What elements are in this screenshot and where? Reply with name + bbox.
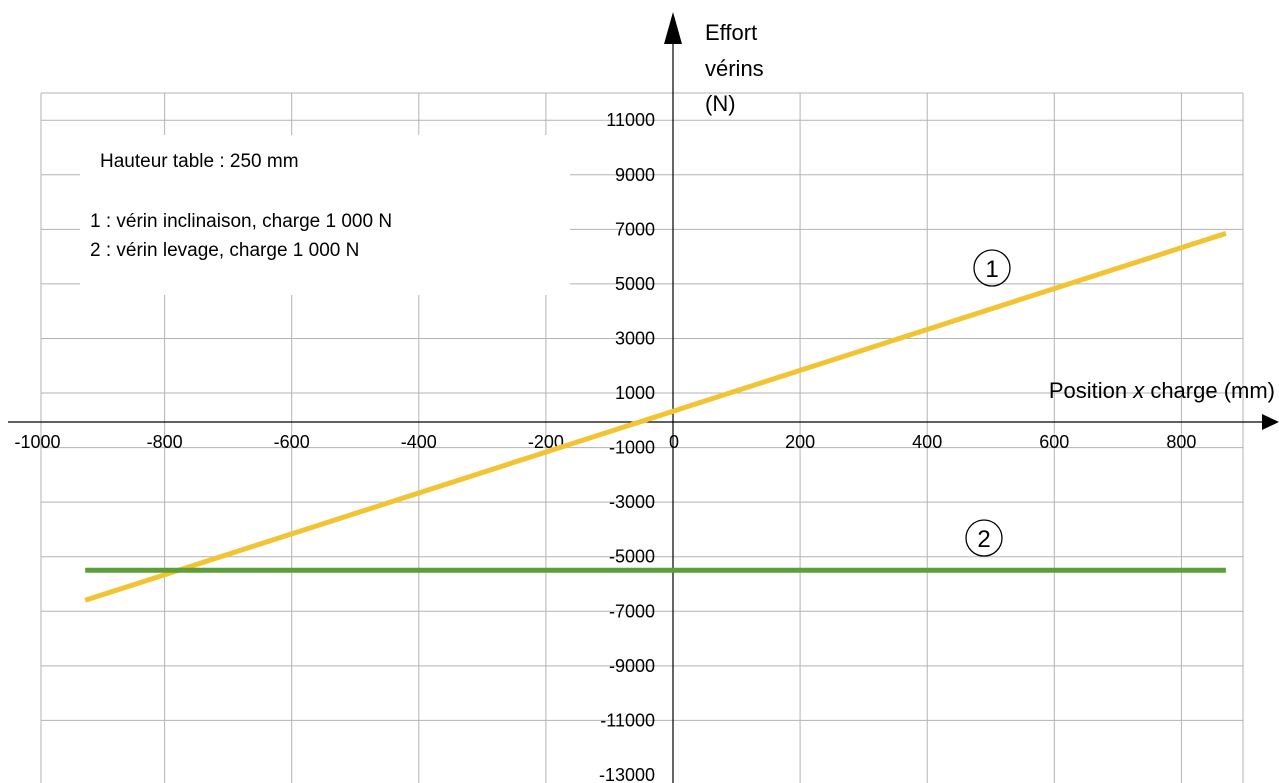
legend-background: [80, 135, 570, 295]
y-axis-label-line-3: (N): [705, 91, 736, 116]
series-marker-1: 1: [973, 249, 1011, 287]
series-line-1: [84, 231, 1227, 603]
x-tick-label: -800: [147, 432, 183, 452]
y-axis-label: Effort vérins (N): [705, 20, 764, 116]
x-axis-arrow-icon: [1262, 414, 1279, 430]
y-tick-label: 7000: [615, 219, 655, 239]
x-axis-label: Position x charge (mm): [1049, 378, 1275, 403]
y-axis-label-line-1: Effort: [705, 20, 757, 45]
legend-entry-2: 2 : vérin levage, charge 1 000 N: [90, 240, 359, 261]
series-marker-1-circle: [973, 249, 1011, 287]
y-tick-label: -3000: [609, 492, 655, 512]
y-tick-label: -11000: [600, 710, 655, 730]
x-axis-label-italic-x: x: [1132, 378, 1145, 403]
y-tick-label: 9000: [615, 165, 655, 185]
x-tick-labels: -1000 -800 -600 -400 -200 0 200 400 600 800: [14, 432, 1196, 452]
series-marker-2-label: 2: [977, 526, 990, 553]
legend-entry-1: 1 : vérin inclinaison, charge 1 000 N: [90, 211, 392, 232]
x-tick-label: 800: [1166, 432, 1196, 452]
series-marker-2: 2: [965, 519, 1003, 557]
y-tick-label: -13000: [599, 765, 655, 783]
series: [84, 231, 1227, 603]
legend: Hauteur table : 250 mm 1 : vérin inclina…: [80, 135, 570, 295]
y-tick-label: -9000: [609, 656, 655, 676]
x-tick-label: -400: [401, 432, 437, 452]
series-marker-2-circle: [965, 519, 1003, 557]
y-tick-label: -1000: [609, 438, 655, 458]
y-tick-label: -7000: [609, 601, 655, 621]
x-axis-label-part-1: Position: [1049, 378, 1133, 403]
x-tick-label: -1000: [14, 432, 60, 452]
y-axis-arrow-icon: [664, 12, 682, 44]
y-tick-label: 5000: [615, 274, 655, 294]
x-tick-label: 0: [669, 432, 679, 452]
x-tick-label: 200: [785, 432, 815, 452]
y-tick-label: 11000: [606, 110, 655, 130]
y-axis-label-line-2: vérins: [705, 56, 764, 81]
y-tick-labels: 11000 9000 7000 5000 3000 1000 -1000 -3000 -5000…: [599, 110, 655, 783]
series-marker-1-label: 1: [985, 256, 998, 283]
y-tick-label: 1000: [615, 383, 655, 403]
y-tick-label: -5000: [609, 547, 655, 567]
x-axis-label-part-3: charge (mm): [1144, 378, 1275, 403]
x-tick-label: 600: [1039, 432, 1069, 452]
legend-title: Hauteur table : 250 mm: [100, 151, 299, 172]
x-tick-label: -600: [274, 432, 310, 452]
y-tick-label: 3000: [615, 328, 655, 348]
x-tick-label: 400: [912, 432, 942, 452]
